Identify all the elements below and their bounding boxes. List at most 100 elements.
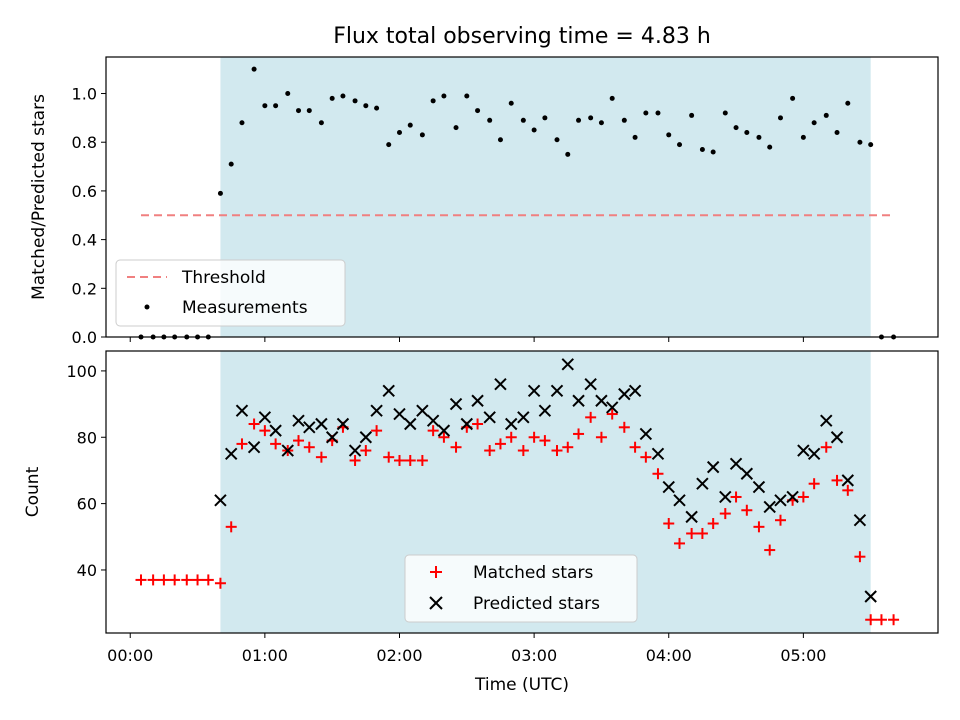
matched-star-point xyxy=(539,435,551,447)
matched-star-point xyxy=(236,438,248,450)
matched-star-point xyxy=(618,421,630,433)
matched-star-point xyxy=(585,411,597,423)
measurement-point xyxy=(430,98,436,104)
matched-star-point xyxy=(293,435,305,447)
predicted-star-point xyxy=(864,590,877,603)
matched-star-point xyxy=(202,574,214,586)
top-y-tick-label: 0.0 xyxy=(72,328,97,347)
bottom-y-tick-label: 60 xyxy=(77,495,97,514)
measurement-point xyxy=(710,149,716,155)
predicted-star-point xyxy=(706,460,720,474)
measurement-point xyxy=(520,117,526,123)
measurement-point xyxy=(767,144,773,150)
bottom-y-tick-label: 40 xyxy=(77,561,97,580)
predicted-star-point xyxy=(460,417,474,431)
matched-star-point xyxy=(494,438,506,450)
measurement-point xyxy=(666,132,672,138)
matched-star-point xyxy=(663,518,675,530)
measurement-point xyxy=(441,93,447,99)
predicted-star-point xyxy=(740,467,754,480)
predicted-star-point xyxy=(393,407,406,421)
matched-star-point xyxy=(753,521,765,533)
predicted-star-point xyxy=(662,480,675,494)
matched-star-point xyxy=(888,614,900,626)
measurement-point xyxy=(834,129,840,135)
predicted-star-point xyxy=(595,394,608,407)
measurement-point xyxy=(689,112,695,118)
x-tick-label: 01:00 xyxy=(242,646,288,665)
predicted-star-point xyxy=(841,474,855,487)
measurement-point xyxy=(598,120,604,126)
matched-star-point xyxy=(730,491,742,503)
predicted-star-point xyxy=(527,384,541,398)
bottom-plot-frame xyxy=(105,350,939,634)
matched-star-point xyxy=(854,551,866,563)
predicted-star-point xyxy=(505,417,518,431)
matched-stars-points xyxy=(135,408,900,626)
predicted-star-point xyxy=(561,358,574,371)
measurement-point xyxy=(542,115,548,121)
bottom-y-tick-label: 100 xyxy=(66,362,97,381)
top-legend: Threshold Measurements xyxy=(115,259,346,327)
x-tick-label: 05:00 xyxy=(780,646,826,665)
predicted-star-point xyxy=(325,431,339,444)
matched-star-point xyxy=(820,441,832,453)
matched-star-point xyxy=(135,574,147,586)
measurement-point xyxy=(845,100,851,106)
measurement-point xyxy=(285,91,291,97)
legend-measurements-label: Measurements xyxy=(182,298,308,318)
matched-star-point xyxy=(505,431,517,443)
matched-star-point xyxy=(652,468,664,480)
matched-star-point xyxy=(842,484,854,496)
measurement-point xyxy=(508,100,514,106)
measurement-point xyxy=(576,117,582,123)
matched-star-point xyxy=(562,441,574,453)
measurement-point xyxy=(352,98,358,104)
predicted-star-point xyxy=(214,494,227,507)
measurement-point xyxy=(621,117,627,123)
matched-star-point xyxy=(686,527,698,539)
predicted-star-point xyxy=(404,417,417,431)
measurement-point xyxy=(497,137,503,143)
matched-star-point xyxy=(393,454,405,466)
predicted-star-point xyxy=(763,500,776,514)
measurement-point xyxy=(643,110,649,116)
matched-star-point xyxy=(438,431,450,443)
matched-star-point xyxy=(865,614,877,626)
matched-star-point xyxy=(831,474,843,486)
bottom-panel: 40 60 80 100 00:00 01:00 02:00 03:00 04:00 05:00… xyxy=(23,350,939,695)
top-y-tick-label: 1.0 xyxy=(72,85,97,104)
top-y-tick-label: 0.6 xyxy=(72,182,97,201)
matched-star-point xyxy=(349,454,361,466)
top-y-ticks: 0.0 0.2 0.4 0.6 0.8 1.0 xyxy=(72,85,106,347)
measurement-point xyxy=(396,129,402,135)
predicted-star-point xyxy=(303,421,316,434)
predicted-star-point xyxy=(830,431,844,444)
measurement-point xyxy=(386,142,392,148)
predicted-star-point xyxy=(315,417,328,431)
measurement-point xyxy=(756,134,762,140)
measurement-point xyxy=(453,125,459,131)
predicted-star-point xyxy=(651,447,665,461)
matched-star-point xyxy=(629,441,641,453)
legend-matched-label: Matched stars xyxy=(473,563,593,583)
measurement-point xyxy=(800,134,806,140)
predicted-star-point xyxy=(359,431,373,444)
predicted-star-point xyxy=(550,384,564,398)
predicted-star-point xyxy=(449,397,463,411)
matched-star-point xyxy=(808,478,820,490)
x-tick-label: 00:00 xyxy=(107,646,153,665)
measurement-point xyxy=(329,95,335,101)
top-y-tick-label: 0.4 xyxy=(72,231,97,250)
matched-star-point xyxy=(517,445,529,457)
matched-star-point xyxy=(192,574,204,586)
matched-star-point xyxy=(214,577,226,589)
predicted-star-point xyxy=(786,490,799,504)
matched-star-point xyxy=(169,574,181,586)
legend-threshold-label: Threshold xyxy=(181,268,266,288)
top-y-axis-label: Matched/Predicted stars xyxy=(29,94,49,300)
predicted-star-point xyxy=(752,480,766,494)
bottom-y-ticks: 40 60 80 100 xyxy=(66,362,106,580)
predicted-star-point xyxy=(370,404,383,417)
matched-star-point xyxy=(383,451,395,463)
